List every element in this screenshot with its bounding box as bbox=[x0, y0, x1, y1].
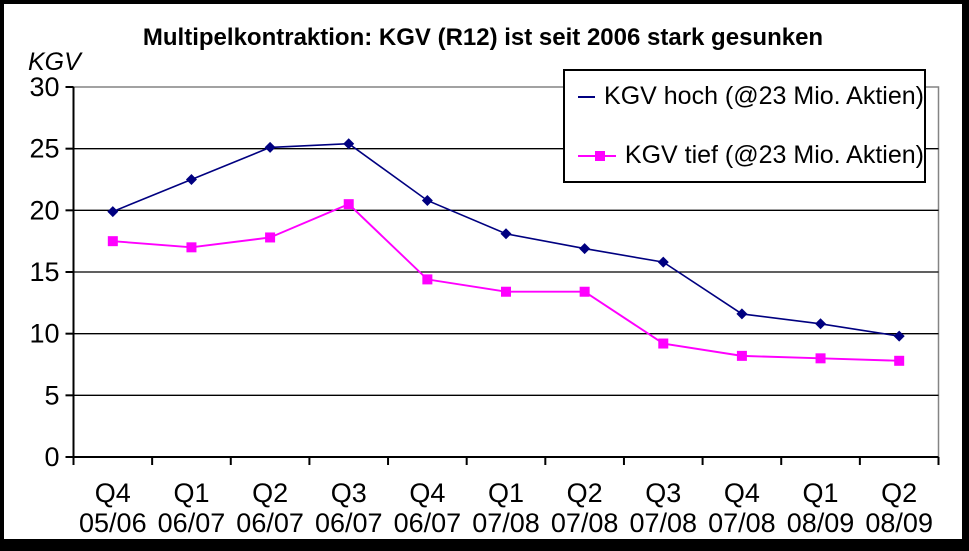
data-point-square bbox=[343, 199, 354, 210]
x-tick-label-year: 08/09 bbox=[865, 508, 933, 538]
series-kgv-hoch bbox=[107, 138, 905, 342]
y-tick-label: 15 bbox=[29, 257, 59, 287]
legend-entry-kgv-tief: KGV tief (@23 Mio. Aktien) bbox=[577, 141, 924, 170]
y-tick-label: 0 bbox=[44, 442, 59, 472]
x-tick-label-year: 06/07 bbox=[158, 508, 226, 538]
x-tick-label-quarter: Q2 bbox=[567, 478, 603, 508]
data-point-diamond bbox=[500, 228, 512, 240]
y-tick-label: 20 bbox=[29, 195, 59, 225]
x-tick-label-quarter: Q3 bbox=[645, 478, 681, 508]
legend-entry-kgv-hoch: KGV hoch (@23 Mio. Aktien) bbox=[577, 82, 924, 111]
x-tick-label-year: 06/07 bbox=[394, 508, 462, 538]
x-tick-label-quarter: Q4 bbox=[409, 478, 445, 508]
x-tick-label-year: 06/07 bbox=[236, 508, 304, 538]
legend-line-diamond-icon bbox=[578, 95, 596, 98]
y-tick-label: 30 bbox=[29, 72, 59, 102]
y-axis-unit-label: KGV bbox=[28, 48, 81, 76]
data-point-square bbox=[736, 350, 747, 361]
x-axis-tick-labels: Q405/06Q106/07Q206/07Q306/07Q406/07Q107/… bbox=[79, 478, 933, 538]
x-tick-label-quarter: Q4 bbox=[95, 478, 131, 508]
series-kgv-tief bbox=[107, 199, 905, 366]
y-tick-label: 10 bbox=[29, 319, 59, 349]
data-point-diamond bbox=[579, 243, 591, 255]
x-tick-label-quarter: Q4 bbox=[724, 478, 760, 508]
y-axis-ticks bbox=[65, 86, 74, 458]
data-point-diamond bbox=[421, 194, 433, 206]
x-tick-label-year: 06/07 bbox=[315, 508, 383, 538]
data-point-square bbox=[265, 232, 276, 243]
x-tick-label-quarter: Q1 bbox=[173, 478, 209, 508]
data-point-square bbox=[579, 286, 590, 297]
data-point-diamond bbox=[815, 318, 827, 330]
data-point-square bbox=[186, 242, 197, 253]
y-tick-label: 5 bbox=[44, 380, 59, 410]
legend-label-kgv-hoch: KGV hoch (@23 Mio. Aktien) bbox=[604, 82, 924, 110]
data-point-square bbox=[894, 355, 905, 366]
legend: KGV hoch (@23 Mio. Aktien) KGV tief (@23… bbox=[563, 69, 926, 183]
y-tick-label: 25 bbox=[29, 134, 59, 164]
x-tick-label-quarter: Q2 bbox=[252, 478, 288, 508]
data-point-square bbox=[422, 274, 433, 285]
x-tick-label-year: 07/08 bbox=[708, 508, 776, 538]
x-tick-label-quarter: Q1 bbox=[803, 478, 839, 508]
x-tick-label-year: 08/09 bbox=[787, 508, 855, 538]
legend-label-kgv-tief: KGV tief (@23 Mio. Aktien) bbox=[624, 141, 924, 169]
x-tick-label-quarter: Q2 bbox=[881, 478, 917, 508]
data-point-square bbox=[501, 286, 511, 297]
data-point-diamond bbox=[893, 330, 905, 342]
data-point-diamond bbox=[107, 206, 119, 218]
data-point-diamond bbox=[657, 256, 669, 268]
data-point-square bbox=[658, 338, 669, 349]
x-tick-label-year: 07/08 bbox=[551, 508, 619, 538]
data-point-diamond bbox=[185, 174, 197, 185]
x-tick-label-year: 07/08 bbox=[472, 508, 540, 538]
x-tick-label-year: 07/08 bbox=[629, 508, 697, 538]
data-point-diamond bbox=[264, 141, 276, 153]
chart-title: Multipelkontraktion: KGV (R12) ist seit … bbox=[142, 24, 824, 51]
x-tick-label-year: 05/06 bbox=[79, 508, 147, 538]
data-point-square bbox=[815, 353, 826, 364]
data-point-diamond bbox=[736, 308, 748, 320]
y-axis-tick-labels: 0 5 10 15 20 25 30 bbox=[29, 72, 59, 472]
x-tick-label-quarter: Q3 bbox=[331, 478, 367, 508]
x-tick-label-quarter: Q1 bbox=[488, 478, 524, 508]
x-axis-ticks bbox=[72, 457, 940, 465]
data-point-square bbox=[107, 236, 118, 247]
data-point-diamond bbox=[343, 138, 355, 150]
legend-line-square-icon bbox=[578, 150, 616, 161]
plot-area: 051015202530Q405/06Q106/07Q206/07Q306/07… bbox=[29, 72, 940, 538]
